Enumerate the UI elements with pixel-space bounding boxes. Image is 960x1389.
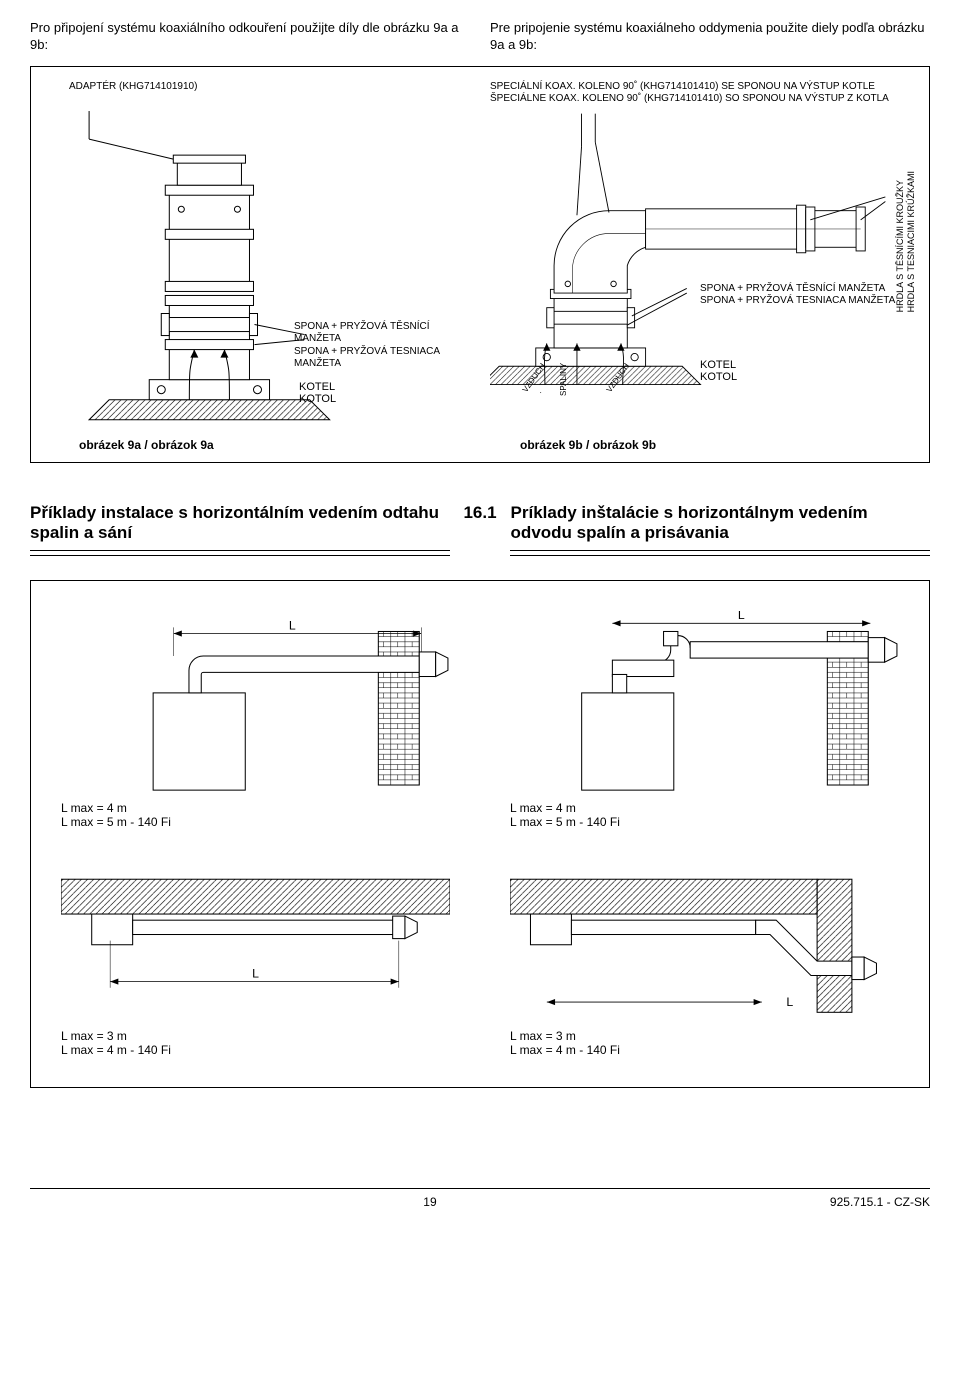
- c4-l2: L max = 4 m - 140 Fi: [510, 1043, 620, 1057]
- caption-9b: obrázek 9b / obrázok 9b: [490, 438, 911, 452]
- c3-l2: L max = 4 m - 140 Fi: [61, 1043, 450, 1057]
- diagram-9b: SPECIÁLNÍ KOAX. KOLENO 90˚ (KHG714101410…: [490, 81, 911, 430]
- kotel-9a: KOTEL: [299, 381, 336, 393]
- spona9b-cz: SPONA + PRYŽOVÁ TĚSNÍCÍ MANŽETA: [700, 283, 895, 296]
- c1-l2: L max = 5 m - 140 Fi: [61, 815, 450, 829]
- spona9a-cz: SPONA + PRYŽOVÁ TĚSNÍCÍ MANŽETA: [294, 321, 470, 346]
- section-number: 16.1: [459, 503, 500, 523]
- koleno-sk: ŠPECIÁLNE KOAX. KOLENO 90˚ (KHG714101410…: [490, 93, 911, 106]
- svg-text:.: .: [535, 388, 544, 395]
- adapter-label: ADAPTÉR (KHG714101910): [69, 81, 470, 94]
- diagram-9-box: ADAPTÉR (KHG714101910): [30, 66, 930, 463]
- kotol-9a: KOTOL: [299, 393, 336, 405]
- koleno-cz: SPECIÁLNÍ KOAX. KOLENO 90˚ (KHG714101410…: [490, 81, 911, 94]
- section-title-sk: Príklady inštalácie s horizontálnym vede…: [511, 503, 930, 544]
- install-examples: L L max = 4 m L max = 5 m - 140 Fi: [30, 580, 930, 1088]
- svg-text:L: L: [738, 611, 745, 622]
- c1-l1: L max = 4 m: [61, 801, 450, 815]
- c2-l1: L max = 4 m: [510, 801, 899, 815]
- kotol-9b: KOTOL: [700, 371, 737, 383]
- caption-9a: obrázek 9a / obrázok 9a: [49, 438, 470, 452]
- hrdla-cz: HRDLA S TĚSNÍCÍMI KROUŽKY: [895, 180, 905, 312]
- L-label-1: L: [289, 618, 296, 632]
- spaliny: SPALINY: [559, 363, 568, 396]
- hrdla-sk: HRDLA S TESNIACIMI KRÚŽKAMI: [906, 171, 916, 312]
- intro-cz: Pro připojení systému koaxiálního odkouř…: [30, 20, 470, 54]
- install-2: L L max = 4 m L max = 5 m - 140 Fi: [510, 611, 899, 829]
- spona9a-sk: SPONA + PRYŽOVÁ TESNIACA MANŽETA: [294, 346, 470, 371]
- kotel-9b: KOTEL: [700, 359, 737, 371]
- svg-text:L: L: [252, 967, 259, 981]
- doc-id: 925.715.1 - CZ-SK: [830, 1195, 930, 1209]
- c3-l1: L max = 3 m: [61, 1029, 450, 1043]
- intro-sk: Pre pripojenie systému koaxiálneho oddym…: [490, 20, 930, 54]
- c4-l1: L max = 3 m: [510, 1029, 620, 1043]
- page-number: 19: [423, 1195, 436, 1209]
- diagram-9a: ADAPTÉR (KHG714101910): [49, 81, 470, 430]
- c2-l2: L max = 5 m - 140 Fi: [510, 815, 899, 829]
- install-1: L L max = 4 m L max = 5 m - 140 Fi: [61, 611, 450, 829]
- spona9b-sk: SPONA + PRYŽOVÁ TESNIACA MANŽETA: [700, 295, 895, 308]
- svg-text:L: L: [786, 995, 793, 1009]
- section-title-cz: Příklady instalace s horizontálním veden…: [30, 503, 449, 544]
- install-3: L L max = 3 m L max = 4 m - 140 Fi: [61, 869, 450, 1057]
- install-4: L L max = 3 m L max = 4 m - 140 Fi: [510, 869, 899, 1057]
